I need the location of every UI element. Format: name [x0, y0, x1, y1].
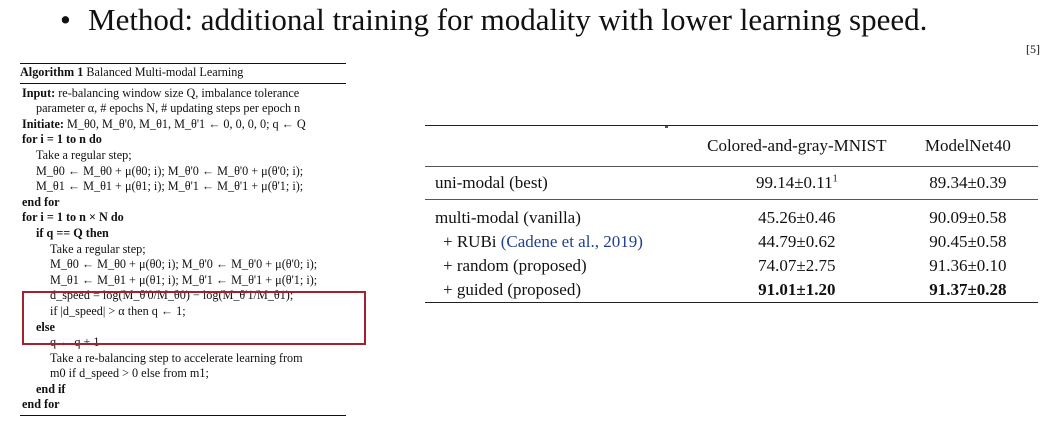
algo-line: for i = 1 to n do — [22, 132, 102, 147]
algo-line: M_θ1 ← M_θ1 + μ(θ1; i); M_θ'1 ← M_θ'1 + … — [36, 179, 304, 194]
results-table: Colored-and-gray-MNIST ModelNet40 uni-mo… — [425, 125, 1038, 303]
citation-link[interactable]: (Cadene et al., 2019) — [500, 232, 643, 251]
highlight-box — [22, 291, 366, 345]
algo-line: end for — [22, 194, 60, 209]
algo-line: m0 if d_speed > 0 else from m1; — [50, 366, 209, 381]
algo-line: M_θ1 ← M_θ1 + μ(θ1; i); M_θ'1 ← M_θ'1 + … — [50, 272, 318, 287]
input-keyword: Input: — [22, 85, 56, 100]
row-label: multi-modal (vanilla) — [425, 199, 696, 230]
table-row: + RUBi (Cadene et al., 2019) 44.79±0.62 … — [425, 230, 1038, 254]
mnist-cell: 91.01±1.20 — [695, 278, 898, 303]
row-label-text: + RUBi — [443, 232, 497, 251]
algo-line: M_θ0 ← M_θ0 + μ(θ0; i); M_θ'0 ← M_θ'0 + … — [36, 163, 304, 178]
mnist-value: 99.14±0.11 — [755, 173, 833, 192]
modelnet-cell: 90.09±0.58 — [897, 199, 1038, 230]
footnote-marker: 1 — [832, 173, 838, 185]
row-label: + random (proposed) — [443, 256, 587, 275]
mnist-cell: 44.79±0.62 — [758, 232, 836, 251]
algo-line: else — [36, 319, 55, 334]
algo-line: for i = 1 to n × N do — [22, 210, 124, 225]
row-label: + guided (proposed) — [425, 278, 696, 303]
algo-line: Take a regular step; — [50, 241, 146, 256]
algorithm-initiate: Initiate: M_θ0, M_θ'0, M_θ1, M_θ'1 ← 0, … — [22, 117, 346, 133]
table-row: multi-modal (vanilla) 45.26±0.46 90.09±0… — [425, 199, 1038, 230]
table-row: + random (proposed) 74.07±2.75 91.36±0.1… — [425, 254, 1038, 278]
mnist-cell: 45.26±0.46 — [695, 199, 898, 230]
table-header-row: Colored-and-gray-MNIST ModelNet40 — [425, 125, 1038, 167]
header-cell — [425, 125, 696, 167]
header-cell: Colored-and-gray-MNIST — [695, 125, 898, 167]
algorithm-title: Algorithm 1 Balanced Multi-modal Learnin… — [20, 64, 346, 82]
algo-line: q ← q + 1 — [50, 335, 100, 350]
input-text: re-balancing window size Q, imbalance to… — [36, 85, 301, 116]
algorithm-body: Input: re-balancing window size Q, imbal… — [20, 84, 346, 413]
algorithm-top-rule — [20, 63, 346, 64]
header-cell: ModelNet40 — [897, 125, 1038, 167]
table-row: + guided (proposed) 91.01±1.20 91.37±0.2… — [425, 278, 1038, 303]
bullet-point: • — [60, 2, 71, 37]
algo-line: end for — [22, 397, 60, 412]
mnist-cell: 74.07±2.75 — [758, 256, 836, 275]
modelnet-cell: 90.45±0.58 — [929, 232, 1007, 251]
table-row: uni-modal (best) 99.14±0.111 89.34±0.39 — [425, 166, 1038, 200]
heading-text: Method: additional training for modality… — [88, 2, 928, 37]
reference-number: [5] — [1026, 42, 1040, 56]
algo-line: Take a re-balancing step to accelerate l… — [50, 350, 303, 365]
algorithm-title-rule — [20, 82, 346, 84]
row-label: uni-modal (best) — [425, 166, 696, 200]
initiate-text: M_θ0, M_θ'0, M_θ1, M_θ'1 ← 0, 0, 0, 0; q… — [67, 116, 306, 131]
modelnet-cell: 91.37±0.28 — [897, 278, 1038, 303]
slide-heading: • Method: additional training for modalit… — [60, 2, 927, 38]
initiate-keyword: Initiate: — [22, 116, 64, 131]
algo-line: if q == Q then — [36, 225, 109, 240]
row-label: + RUBi (Cadene et al., 2019) — [425, 230, 696, 254]
algorithm-bottom-rule — [20, 415, 346, 417]
modelnet-cell: 89.34±0.39 — [897, 166, 1038, 200]
algorithm-block: Algorithm 1 Balanced Multi-modal Learnin… — [20, 63, 346, 417]
algorithm-label: Algorithm 1 — [20, 65, 84, 79]
algo-line: M_θ0 ← M_θ0 + μ(θ0; i); M_θ'0 ← M_θ'0 + … — [50, 257, 318, 272]
algo-line: end if — [36, 381, 66, 396]
algorithm-title-text: Balanced Multi-modal Learning — [86, 65, 244, 79]
mnist-cell: 99.14±0.111 — [695, 166, 898, 200]
algo-line: Take a regular step; — [36, 147, 132, 162]
modelnet-cell: 91.36±0.10 — [929, 256, 1007, 275]
algorithm-input: Input: re-balancing window size Q, imbal… — [22, 86, 346, 117]
algo-line: if |d_speed| > α then q ← 1; — [50, 303, 186, 318]
